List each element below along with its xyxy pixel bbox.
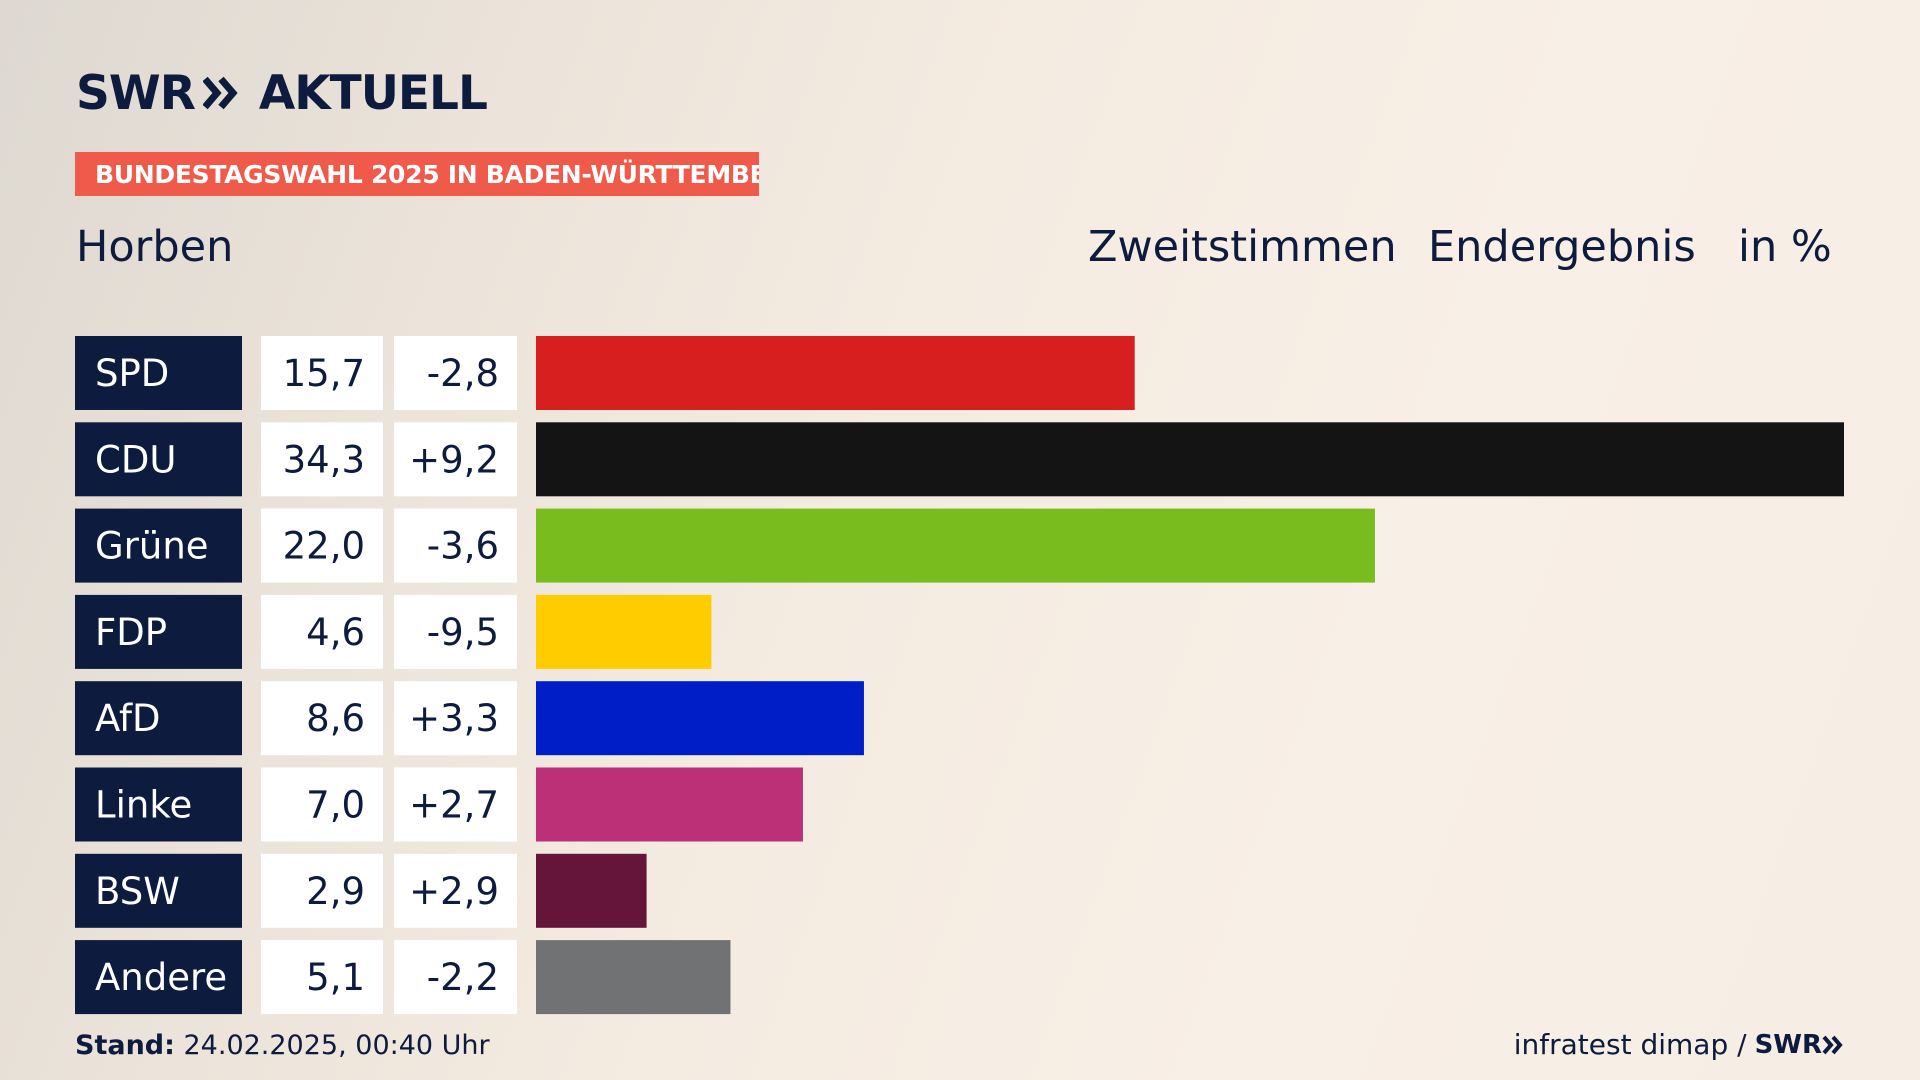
place-title: Horben [76, 222, 234, 272]
value-label: 22,0 [283, 525, 365, 568]
stand-value: 24.02.2025, 00:40 Uhr [174, 1030, 490, 1061]
value-box [261, 940, 383, 1015]
double-chevron-icon [202, 76, 241, 110]
change-box [394, 681, 517, 756]
party-label-box [75, 853, 242, 928]
stand-label: Stand: [75, 1030, 175, 1061]
change-label: +9,2 [409, 438, 499, 481]
mini-chevron-icon [1822, 1035, 1843, 1054]
change-box [394, 508, 517, 583]
value-label: 2,9 [306, 870, 365, 913]
value-label: 5,1 [306, 956, 365, 999]
change-label: +2,9 [409, 870, 499, 913]
party-label-box [75, 940, 242, 1015]
logo-aktuell: AKTUELL [258, 65, 488, 121]
vote-type-label: Zweitstimmen [1088, 222, 1397, 272]
bar [536, 681, 864, 756]
value-box [261, 767, 383, 842]
change-box [394, 422, 517, 497]
change-box [394, 594, 517, 669]
logo-swr: SWR [76, 65, 196, 121]
change-label: -9,5 [427, 611, 499, 654]
swr-mini-text: SWR [1754, 1029, 1822, 1060]
bar [536, 940, 731, 1015]
change-label: +2,7 [409, 784, 499, 827]
value-box [261, 853, 383, 928]
change-box [394, 940, 517, 1015]
change-label: -3,6 [427, 525, 499, 568]
timestamp: Stand: 24.02.2025, 00:40 Uhr [75, 1030, 490, 1061]
party-label: CDU [95, 438, 176, 481]
party-label: FDP [95, 611, 167, 654]
value-box [261, 508, 383, 583]
value-box [261, 336, 383, 410]
bar [536, 336, 1135, 410]
unit-label: in % [1738, 222, 1832, 272]
swr-aktuell-logo: SWR AKTUELL [76, 65, 488, 121]
bar [536, 767, 803, 842]
party-label-box [75, 508, 242, 583]
swr-mini-logo: SWR [1755, 1030, 1844, 1060]
change-label: -2,2 [427, 956, 499, 999]
party-label-box [75, 422, 242, 497]
party-label-box [75, 336, 242, 410]
change-label: -2,8 [427, 352, 499, 395]
value-box [261, 681, 383, 756]
bar [536, 853, 647, 928]
value-label: 4,6 [306, 611, 365, 654]
party-label: Linke [95, 784, 192, 827]
party-label: AfD [95, 697, 161, 740]
value-label: 7,0 [306, 784, 365, 827]
party-label: SPD [95, 352, 169, 395]
value-label: 34,3 [283, 438, 365, 481]
party-label-box [75, 767, 242, 842]
bar [536, 422, 1844, 497]
value-box [261, 594, 383, 669]
election-banner: BUNDESTAGSWAHL 2025 IN BADEN-WÜRTTEMBERG [75, 152, 759, 196]
change-box [394, 853, 517, 928]
value-box [261, 422, 383, 497]
party-label: Grüne [95, 525, 209, 568]
change-box [394, 767, 517, 842]
value-label: 15,7 [283, 352, 365, 395]
party-label-box [75, 681, 242, 756]
party-label: BSW [95, 870, 180, 913]
party-label-box [75, 594, 242, 669]
value-label: 8,6 [306, 697, 365, 740]
source-text: infratest dimap / [1513, 1028, 1747, 1061]
bar [536, 594, 712, 669]
bar [536, 508, 1375, 583]
party-label: Andere [95, 956, 227, 999]
change-label: +3,3 [409, 697, 499, 740]
source-credit: infratest dimap / SWR [1514, 1028, 1844, 1061]
result-type-label: Endergebnis [1428, 222, 1696, 272]
change-box [394, 336, 517, 410]
